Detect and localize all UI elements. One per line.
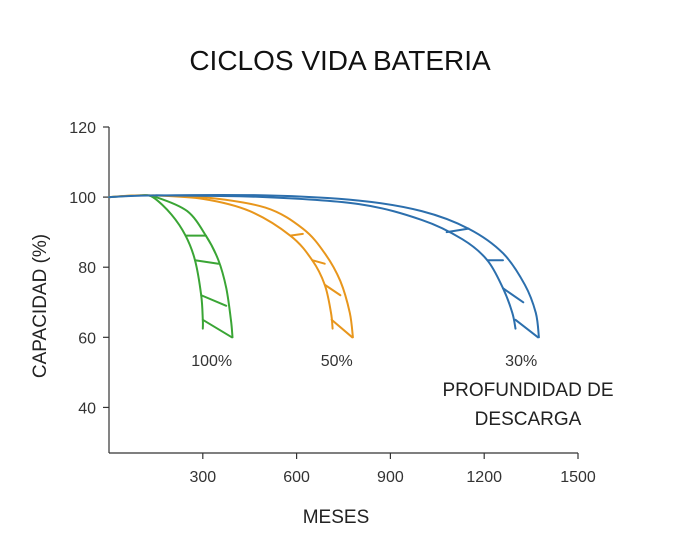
x-axis-label: MESES: [303, 507, 370, 528]
series-hatch: [445, 227, 470, 234]
series-hatch: [323, 283, 342, 297]
series-inner-line: [151, 194, 334, 330]
x-tick-label: 600: [283, 469, 310, 486]
series-hatch: [330, 318, 354, 339]
y-tick-label: 80: [78, 260, 96, 277]
annotation-line-1: PROFUNDIDAD DE: [442, 380, 613, 401]
series-hatch: [501, 287, 525, 304]
series-inner-line: [139, 194, 204, 330]
series-label: 30%: [505, 353, 537, 370]
chart-title: CICLOS VIDA BATERIA: [189, 45, 491, 76]
series-label: 50%: [321, 353, 353, 370]
series-hatch: [193, 259, 220, 265]
y-axis-label: CAPACIDAD (%): [30, 234, 51, 378]
x-tick-label: 1500: [560, 469, 596, 486]
x-tick-label: 300: [189, 469, 216, 486]
series-group: 100% 50% 30%: [108, 193, 540, 370]
y-tick-label: 120: [69, 120, 96, 137]
y-tick-label: 40: [78, 400, 96, 417]
series-outer-line: [108, 194, 234, 339]
series-0: 100%: [108, 194, 234, 370]
series-label: 100%: [191, 353, 232, 370]
series-hatch: [514, 318, 539, 339]
series-2: 30%: [108, 193, 540, 370]
series-hatch: [289, 232, 304, 237]
series-inner-line: [154, 194, 517, 330]
x-tick-label: 900: [377, 469, 404, 486]
annotation-line-2: DESCARGA: [475, 409, 582, 430]
series-hatch: [200, 294, 228, 307]
y-tick-label: 100: [69, 190, 96, 207]
y-tick-label: 60: [78, 330, 96, 347]
series-1: 50%: [108, 194, 354, 370]
series-hatch: [311, 259, 326, 265]
x-tick-label: 1200: [466, 469, 502, 486]
axes: 40 60 80 100 120 300 600 900 1200 1500: [69, 120, 596, 486]
series-hatch: [201, 318, 233, 339]
